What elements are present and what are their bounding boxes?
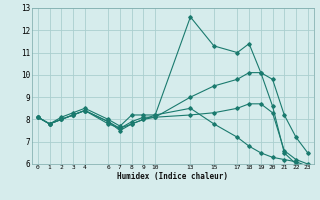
X-axis label: Humidex (Indice chaleur): Humidex (Indice chaleur) bbox=[117, 172, 228, 181]
